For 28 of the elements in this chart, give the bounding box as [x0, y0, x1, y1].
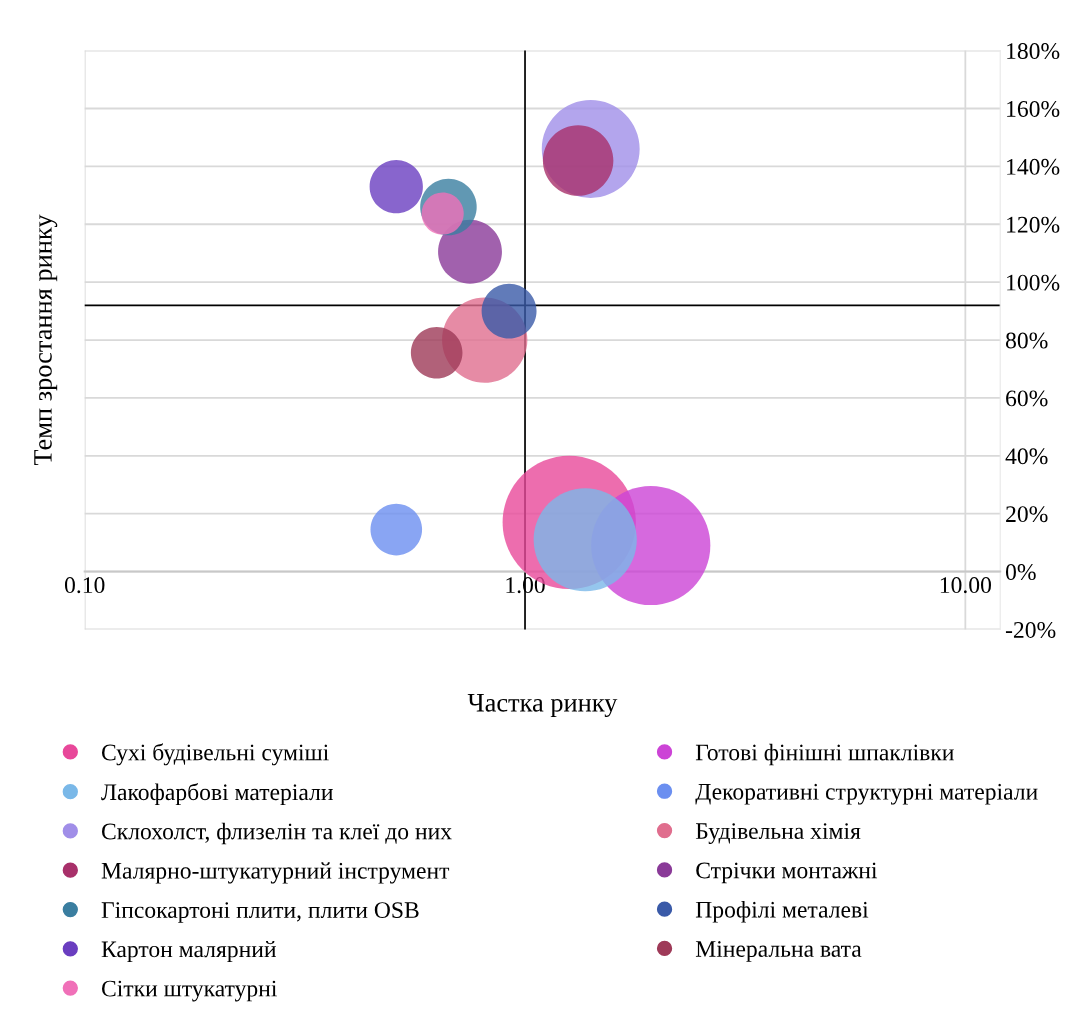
legend-label: Склохолст, флизелін та клеї до них	[101, 822, 452, 845]
y-tick-label: 40%	[1005, 448, 1048, 465]
y-tick-label: 0%	[1005, 564, 1036, 581]
legend-label: Гіпсокартоні плити, плити OSB	[101, 902, 419, 923]
legend-label: Картон малярний	[101, 940, 277, 963]
legend-label: Мінеральна вата	[695, 941, 862, 962]
y-tick-label: 160%	[1007, 100, 1060, 117]
x-tick-label: 10.00	[940, 577, 991, 594]
legend-label: Малярно-штукатурний інструмент	[101, 862, 450, 884]
y-tick-label: 20%	[1006, 506, 1048, 523]
legend-label: Профілі металеві	[695, 901, 869, 923]
y-tick-label: 60%	[1006, 390, 1048, 407]
y-tick-label: 180%	[1007, 43, 1060, 60]
legend-label: Сухі будівельні суміші	[101, 743, 329, 766]
y-tick-label: 100%	[1007, 274, 1060, 291]
y-tick-label: 80%	[1005, 332, 1048, 349]
legend-label: Сітки штукатурні	[101, 980, 277, 1002]
y-axis-title: Темп зростання ринку	[34, 214, 58, 466]
legend-label: Готові фінішні шпаклівки	[695, 743, 954, 766]
y-tick-label: 120%	[1007, 216, 1060, 233]
legend-label: Стрічки монтажні	[696, 862, 878, 884]
y-tick-label: -20%	[1005, 621, 1056, 638]
x-axis-title: Частка ринку	[467, 694, 618, 718]
legend-label: Лакофарбові матеріали	[101, 783, 333, 805]
legend-label: Будівельна хімія	[695, 823, 861, 844]
legend-label: Декоративні структурні матеріали	[695, 783, 1038, 805]
x-tick-label: 0.10	[64, 577, 105, 594]
y-tick-label: 140%	[1007, 158, 1060, 175]
